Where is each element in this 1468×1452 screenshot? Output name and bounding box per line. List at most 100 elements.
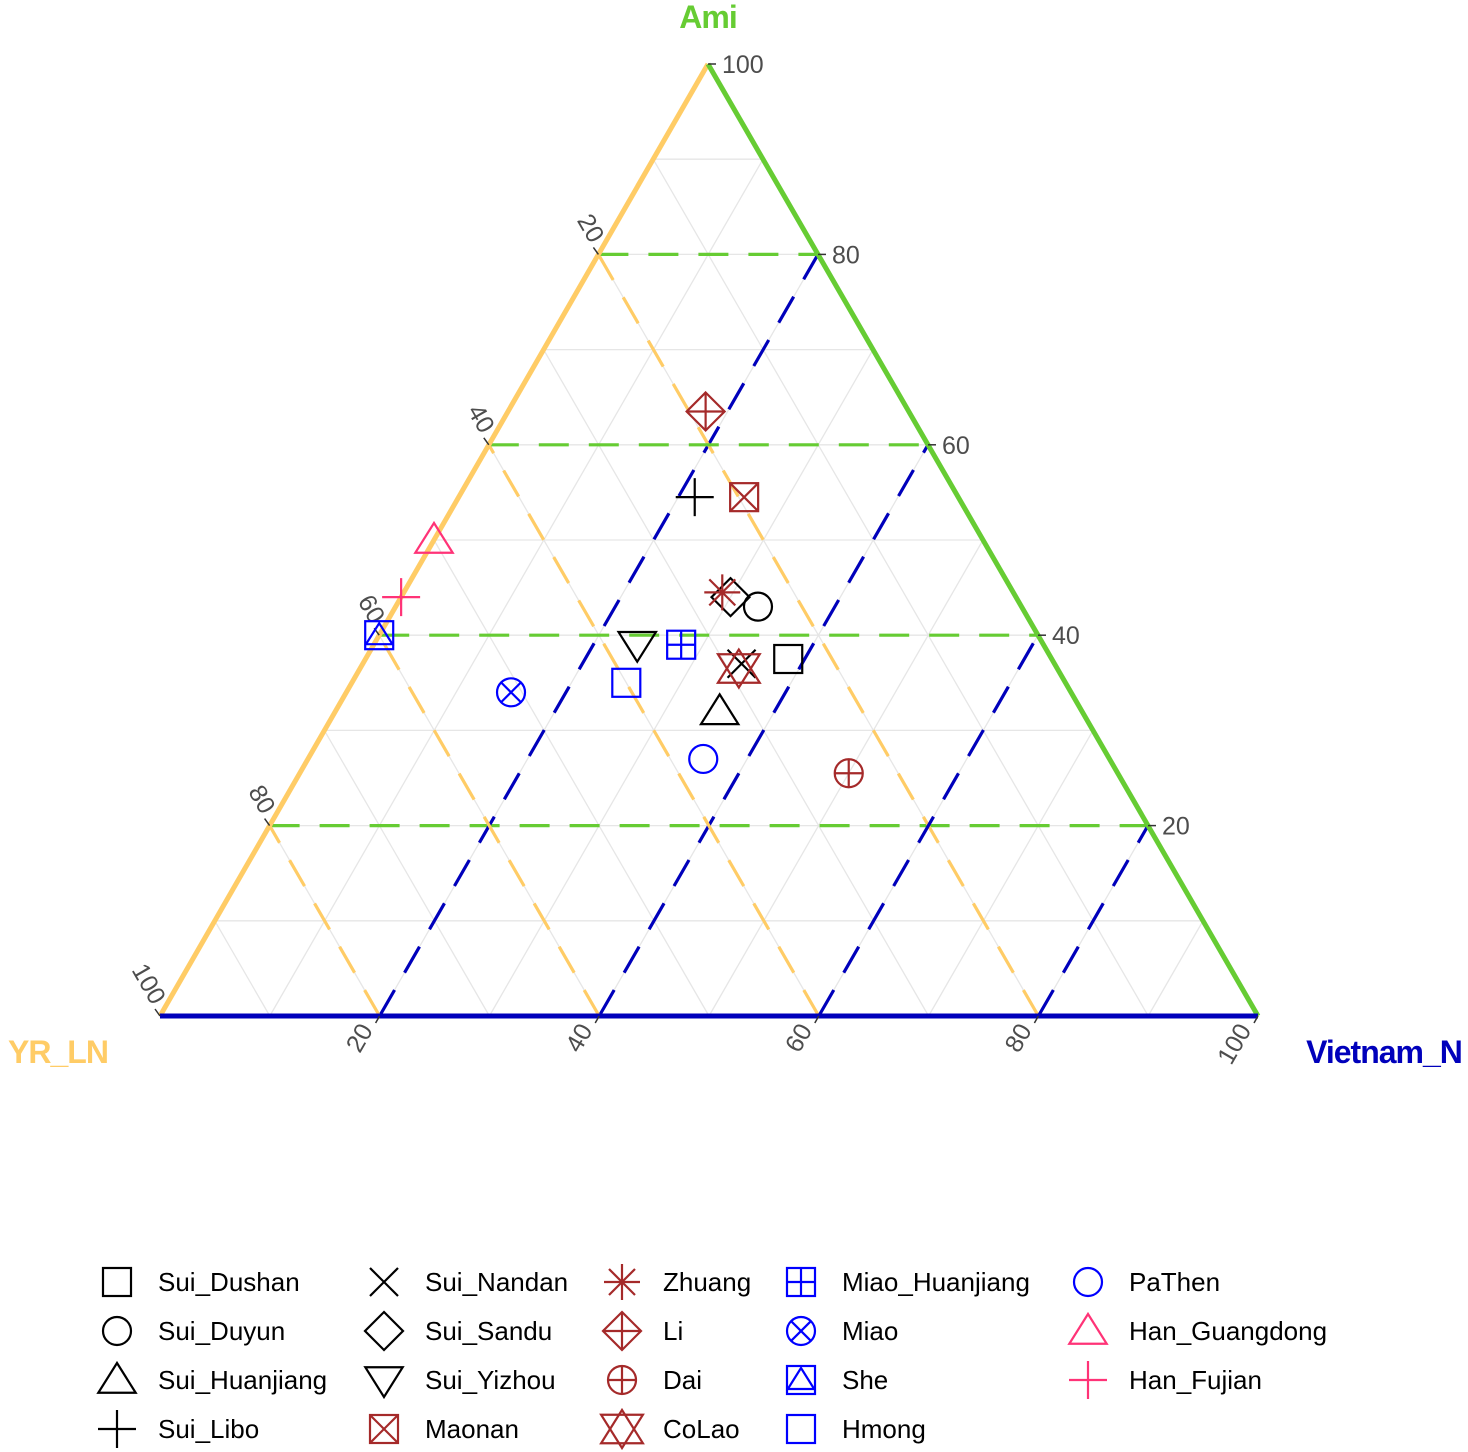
tick-mark-yrln-100 xyxy=(154,1008,161,1017)
legend-key-han-fujian xyxy=(1069,1361,1107,1399)
legend-key-sui-yizhou xyxy=(363,1366,405,1400)
point-colao xyxy=(715,647,762,690)
legend-label-sui-huanjiang: Sui_Huanjiang xyxy=(158,1365,327,1395)
grid-line-yrln-90 xyxy=(214,920,271,1017)
axis-title-right: Vietnam_N xyxy=(1306,1034,1462,1070)
triangle-edges xyxy=(157,62,1261,1019)
axis-line-left xyxy=(157,62,711,1018)
legend-label-miao-huanjiang: Miao_Huanjiang xyxy=(842,1267,1030,1297)
legend-key-zhuang xyxy=(604,1264,640,1300)
point-sui-duyun xyxy=(742,591,774,622)
legend-key-han-guangdong xyxy=(1067,1311,1109,1345)
legend-key-maonan xyxy=(368,1413,400,1445)
legend-key-sui-huanjiang xyxy=(96,1360,138,1394)
tick-mark-vietnam-40 xyxy=(594,1015,600,1024)
point-sui-huanjiang xyxy=(698,692,741,726)
ref-line-yrln-40 xyxy=(487,443,821,1017)
tick-label-vietnam-60: 60 xyxy=(780,1019,818,1057)
point-hmong xyxy=(611,667,642,698)
grid-line-yrln-10 xyxy=(652,158,1149,1017)
tick-mark-yrln-80 xyxy=(263,818,271,827)
grid-line-vietnam-10 xyxy=(269,158,764,1017)
axis-title-top: Ami xyxy=(679,0,736,35)
point-zhuang xyxy=(704,574,741,611)
tick-label-vietnam-20: 20 xyxy=(341,1019,379,1057)
point-maonan xyxy=(729,482,760,513)
reference-lines xyxy=(268,252,1150,1017)
grid-line-vietnam-50 xyxy=(708,539,984,1017)
legend-label-hmong: Hmong xyxy=(842,1414,926,1444)
point-pathen xyxy=(688,743,719,775)
grid-line-vietnam-30 xyxy=(488,349,874,1017)
legend-label-sui-nandan: Sui_Nandan xyxy=(425,1267,568,1297)
point-miao-huanjiang xyxy=(666,629,697,660)
legend-key-hmong xyxy=(785,1413,817,1445)
legend-label-sui-duyun: Sui_Duyun xyxy=(158,1316,285,1346)
legend-key-li xyxy=(601,1310,643,1352)
point-sui-libo xyxy=(675,478,714,517)
legend-key-sui-duyun xyxy=(101,1315,133,1347)
tick-mark-vietnam-20 xyxy=(374,1015,381,1024)
tick-label-vietnam-40: 40 xyxy=(560,1019,598,1057)
legend-label-colao: CoLao xyxy=(663,1414,740,1444)
legend-key-sui-sandu xyxy=(363,1310,405,1352)
point-li xyxy=(685,390,727,433)
tick-label-ami-20: 20 xyxy=(1162,813,1190,841)
point-dai xyxy=(833,758,864,789)
legend-key-dai xyxy=(606,1364,638,1396)
tick-label-vietnam-80: 80 xyxy=(999,1019,1037,1057)
grid-line-yrln-70 xyxy=(323,730,490,1017)
legend-label-han-guangdong: Han_Guangdong xyxy=(1129,1316,1327,1346)
legend-key-sui-nandan xyxy=(369,1267,399,1297)
tick-mark-vietnam-60 xyxy=(814,1015,820,1024)
point-she xyxy=(364,620,395,651)
tick-label-ami-40: 40 xyxy=(1052,622,1080,650)
tick-mark-vietnam-80 xyxy=(1033,1015,1040,1024)
legend-label-pathen: PaThen xyxy=(1129,1267,1220,1297)
legend-label-dai: Dai xyxy=(663,1365,702,1395)
legend-key-she xyxy=(785,1364,817,1396)
tick-label-ami-100: 100 xyxy=(722,51,764,79)
legend-label-maonan: Maonan xyxy=(425,1414,519,1444)
axis-line-right xyxy=(705,62,1261,1018)
tick-label-yrln-100: 100 xyxy=(126,959,171,1009)
tick-mark-yrln-40 xyxy=(483,437,490,446)
legend-label-she: She xyxy=(842,1365,888,1395)
point-han-guangdong xyxy=(413,520,455,554)
point-han-fujian xyxy=(382,578,421,617)
legend-key-miao xyxy=(785,1315,817,1347)
legend-label-sui-dushan: Sui_Dushan xyxy=(158,1267,300,1297)
legend-label-li: Li xyxy=(663,1316,683,1346)
grid-line-vietnam-90 xyxy=(1147,920,1204,1017)
ref-line-vietnam-60 xyxy=(817,634,1040,1017)
grid-line-yrln-50 xyxy=(433,539,710,1017)
ref-line-vietnam-40 xyxy=(597,444,930,1017)
tick-mark-vietnam-100 xyxy=(1253,1015,1259,1024)
ref-line-yrln-60 xyxy=(377,634,601,1017)
point-sui-sandu xyxy=(709,576,752,618)
legend-label-sui-libo: Sui_Libo xyxy=(158,1414,259,1444)
legend-key-sui-libo xyxy=(98,1410,136,1448)
tick-mark-yrln-20 xyxy=(592,246,600,255)
legend: Sui_Dushan Sui_Duyun Sui_Huanjiang Sui_Libo… xyxy=(96,1264,1327,1451)
ref-line-yrln-80 xyxy=(268,824,381,1017)
legend-label-han-fujian: Han_Fujian xyxy=(1129,1365,1262,1395)
legend-key-pathen xyxy=(1072,1266,1104,1298)
legend-label-zhuang: Zhuang xyxy=(663,1267,751,1297)
legend-label-miao: Miao xyxy=(842,1316,898,1346)
legend-label-sui-sandu: Sui_Sandu xyxy=(425,1316,552,1346)
data-points xyxy=(364,390,864,789)
point-sui-yizhou xyxy=(616,630,658,664)
legend-key-sui-dushan xyxy=(101,1266,133,1298)
point-sui-dushan xyxy=(773,643,804,675)
tick-label-ami-60: 60 xyxy=(942,432,970,460)
grid-lines xyxy=(214,158,1204,1017)
legend-key-colao xyxy=(599,1407,645,1451)
axis-title-left: YR_LN xyxy=(8,1034,108,1070)
legend-label-sui-yizhou: Sui_Yizhou xyxy=(425,1365,556,1395)
tick-label-vietnam-100: 100 xyxy=(1212,1019,1257,1069)
ref-line-vietnam-80 xyxy=(1037,824,1150,1017)
tick-label-ami-80: 80 xyxy=(832,241,860,269)
